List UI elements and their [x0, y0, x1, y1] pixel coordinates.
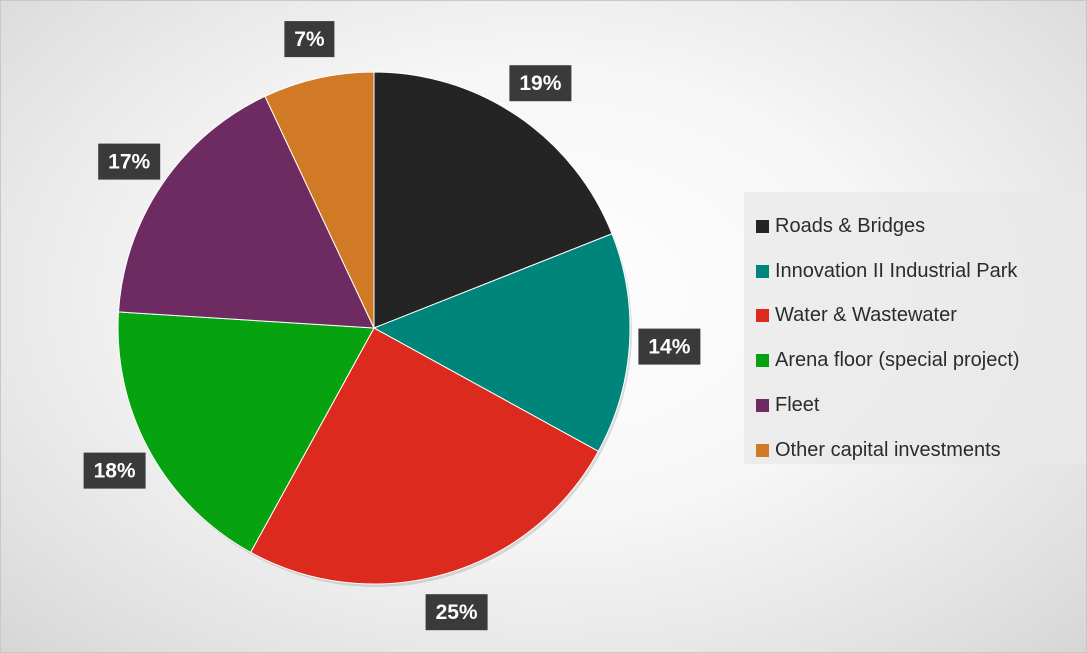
- legend-label: Fleet: [775, 394, 820, 417]
- data-label-text: 19%: [519, 72, 561, 95]
- legend-swatch: [756, 264, 769, 278]
- legend-label: Roads & Bridges: [775, 214, 926, 237]
- data-label-fleet: 17%: [98, 143, 161, 180]
- data-label-text: 18%: [94, 460, 136, 483]
- pie-slice-arena-floor-special-project: [117, 311, 375, 554]
- data-label-other-capital-investments: 7%: [284, 21, 335, 58]
- legend-swatch: [756, 219, 769, 233]
- legend-item-other-capital-investments: Other capital investments: [756, 428, 1086, 473]
- legend-label: Water & Wastewater: [775, 304, 957, 327]
- legend-label: Other capital investments: [775, 438, 1001, 461]
- data-label-text: 7%: [294, 28, 325, 51]
- pie-slice-other-capital-investments: [264, 71, 375, 329]
- data-label-box: [98, 143, 161, 180]
- legend-swatch: [756, 399, 769, 413]
- legend-label: Innovation II Industrial Park: [775, 259, 1018, 282]
- pie-slice-roads-bridges: [373, 71, 613, 329]
- chart-legend: Roads & Bridges Innovation II Industrial …: [744, 192, 1086, 464]
- legend-label: Arena floor (special project): [775, 349, 1020, 372]
- data-label-box: [509, 65, 572, 102]
- data-label-box: [284, 21, 335, 58]
- pie-slice-water-wastewater: [249, 327, 600, 585]
- legend-item-arena-floor-special-project: Arena floor (special project): [756, 338, 1086, 383]
- legend-swatch: [756, 309, 769, 323]
- data-label-water-wastewater: 25%: [425, 594, 488, 631]
- legend-item-roads-bridges: Roads & Bridges: [756, 204, 1086, 249]
- pie-slice-fleet: [117, 95, 375, 329]
- data-label-text: 14%: [648, 336, 690, 359]
- legend-swatch: [756, 354, 769, 368]
- legend-swatch: [756, 443, 769, 457]
- data-label-box: [425, 594, 488, 631]
- data-label-text: 25%: [436, 601, 478, 624]
- legend-item-fleet: Fleet: [756, 383, 1086, 428]
- pie-slice-innovation-ii-industrial-park: [372, 233, 631, 453]
- data-label-text: 17%: [108, 151, 150, 174]
- data-label-box: [638, 328, 701, 365]
- legend-item-water-wastewater: Water & Wastewater: [756, 294, 1086, 339]
- data-label-box: [83, 452, 146, 489]
- data-label-innovation-ii-industrial-park: 14%: [638, 328, 701, 365]
- data-label-roads-bridges: 19%: [509, 65, 572, 102]
- legend-item-innovation-ii-industrial-park: Innovation II Industrial Park: [756, 249, 1086, 294]
- data-label-arena-floor-special-project: 18%: [83, 452, 146, 489]
